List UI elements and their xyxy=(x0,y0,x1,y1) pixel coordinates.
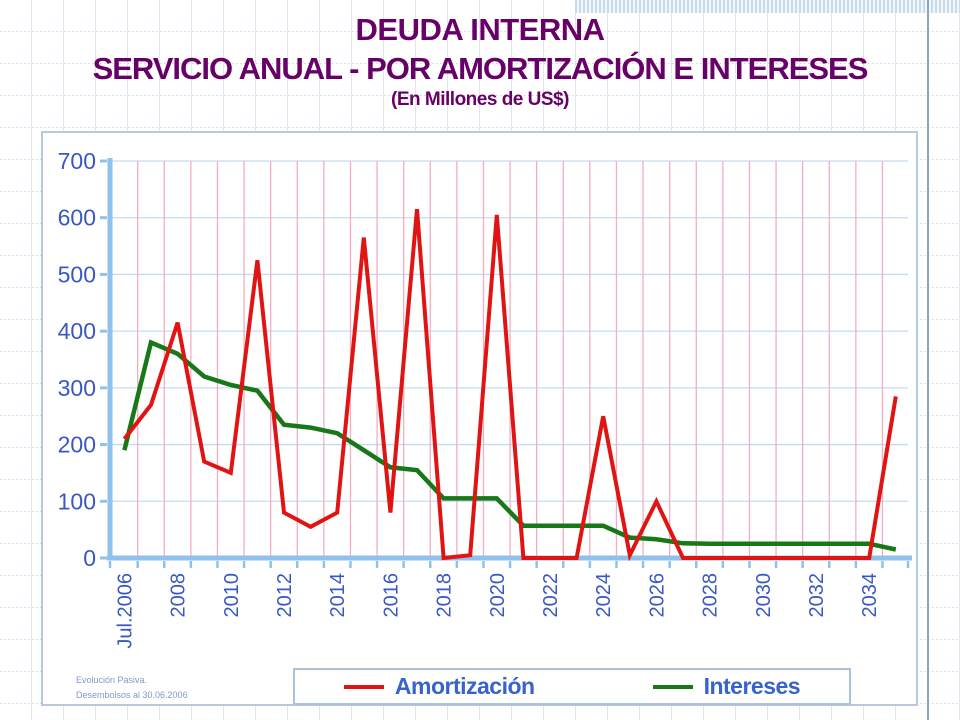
title-line-1: DEUDA INTERNA xyxy=(355,12,605,47)
svg-text:2014: 2014 xyxy=(327,573,349,618)
svg-text:2020: 2020 xyxy=(487,573,509,618)
footnote-line-2: Desembolsos al 30.06.2006 xyxy=(76,690,188,700)
svg-text:2024: 2024 xyxy=(593,573,615,618)
svg-text:2016: 2016 xyxy=(380,573,402,618)
svg-text:0: 0 xyxy=(83,545,96,571)
svg-text:2028: 2028 xyxy=(700,573,722,618)
title-line-2: SERVICIO ANUAL - POR AMORTIZACIÓN E INTE… xyxy=(92,51,869,86)
svg-text:2034: 2034 xyxy=(859,573,881,618)
amortizacion-line-swatch xyxy=(343,684,384,689)
svg-text:2032: 2032 xyxy=(806,573,828,618)
slide-title-block: DEUDA INTERNA SERVICIO ANUAL - POR AMORT… xyxy=(0,10,960,112)
svg-text:300: 300 xyxy=(58,375,96,401)
chart-footnote: Evolución Pasiva. Desembolsos al 30.06.2… xyxy=(76,673,188,703)
svg-text:Jul.2006: Jul.2006 xyxy=(114,573,136,649)
chart-canvas: 0 100 200 300 400 500 600 700 Jul.2006 2008 2010 20… xyxy=(58,148,912,649)
top-right-hatch-band xyxy=(575,0,960,13)
svg-text:400: 400 xyxy=(58,318,96,344)
svg-text:2012: 2012 xyxy=(274,573,296,618)
right-accent-line xyxy=(927,0,929,720)
legend-item-amortizacion: Amortización xyxy=(343,673,535,700)
svg-text:2022: 2022 xyxy=(540,573,562,618)
intereses-line-swatch xyxy=(652,684,693,689)
chart-frame: 0 100 200 300 400 500 600 700 Jul.2006 2008 2010 20… xyxy=(41,131,918,706)
svg-text:2018: 2018 xyxy=(434,573,456,618)
svg-text:200: 200 xyxy=(58,432,96,458)
footnote-line-1: Evolución Pasiva. xyxy=(76,675,148,685)
legend-label-amortizacion: Amortización xyxy=(394,673,535,699)
svg-text:600: 600 xyxy=(58,205,96,231)
svg-text:500: 500 xyxy=(58,261,96,287)
legend-label-intereses: Intereses xyxy=(703,673,801,699)
svg-text:2030: 2030 xyxy=(753,573,775,618)
svg-text:2008: 2008 xyxy=(168,573,190,618)
svg-text:700: 700 xyxy=(58,148,96,174)
legend-item-intereses: Intereses xyxy=(652,673,801,700)
svg-text:100: 100 xyxy=(58,488,96,514)
title-subtitle: (En Millones de US$) xyxy=(391,89,569,110)
chart-legend: Amortización Intereses xyxy=(293,668,851,705)
svg-text:2026: 2026 xyxy=(646,573,668,618)
svg-text:2010: 2010 xyxy=(221,573,243,618)
